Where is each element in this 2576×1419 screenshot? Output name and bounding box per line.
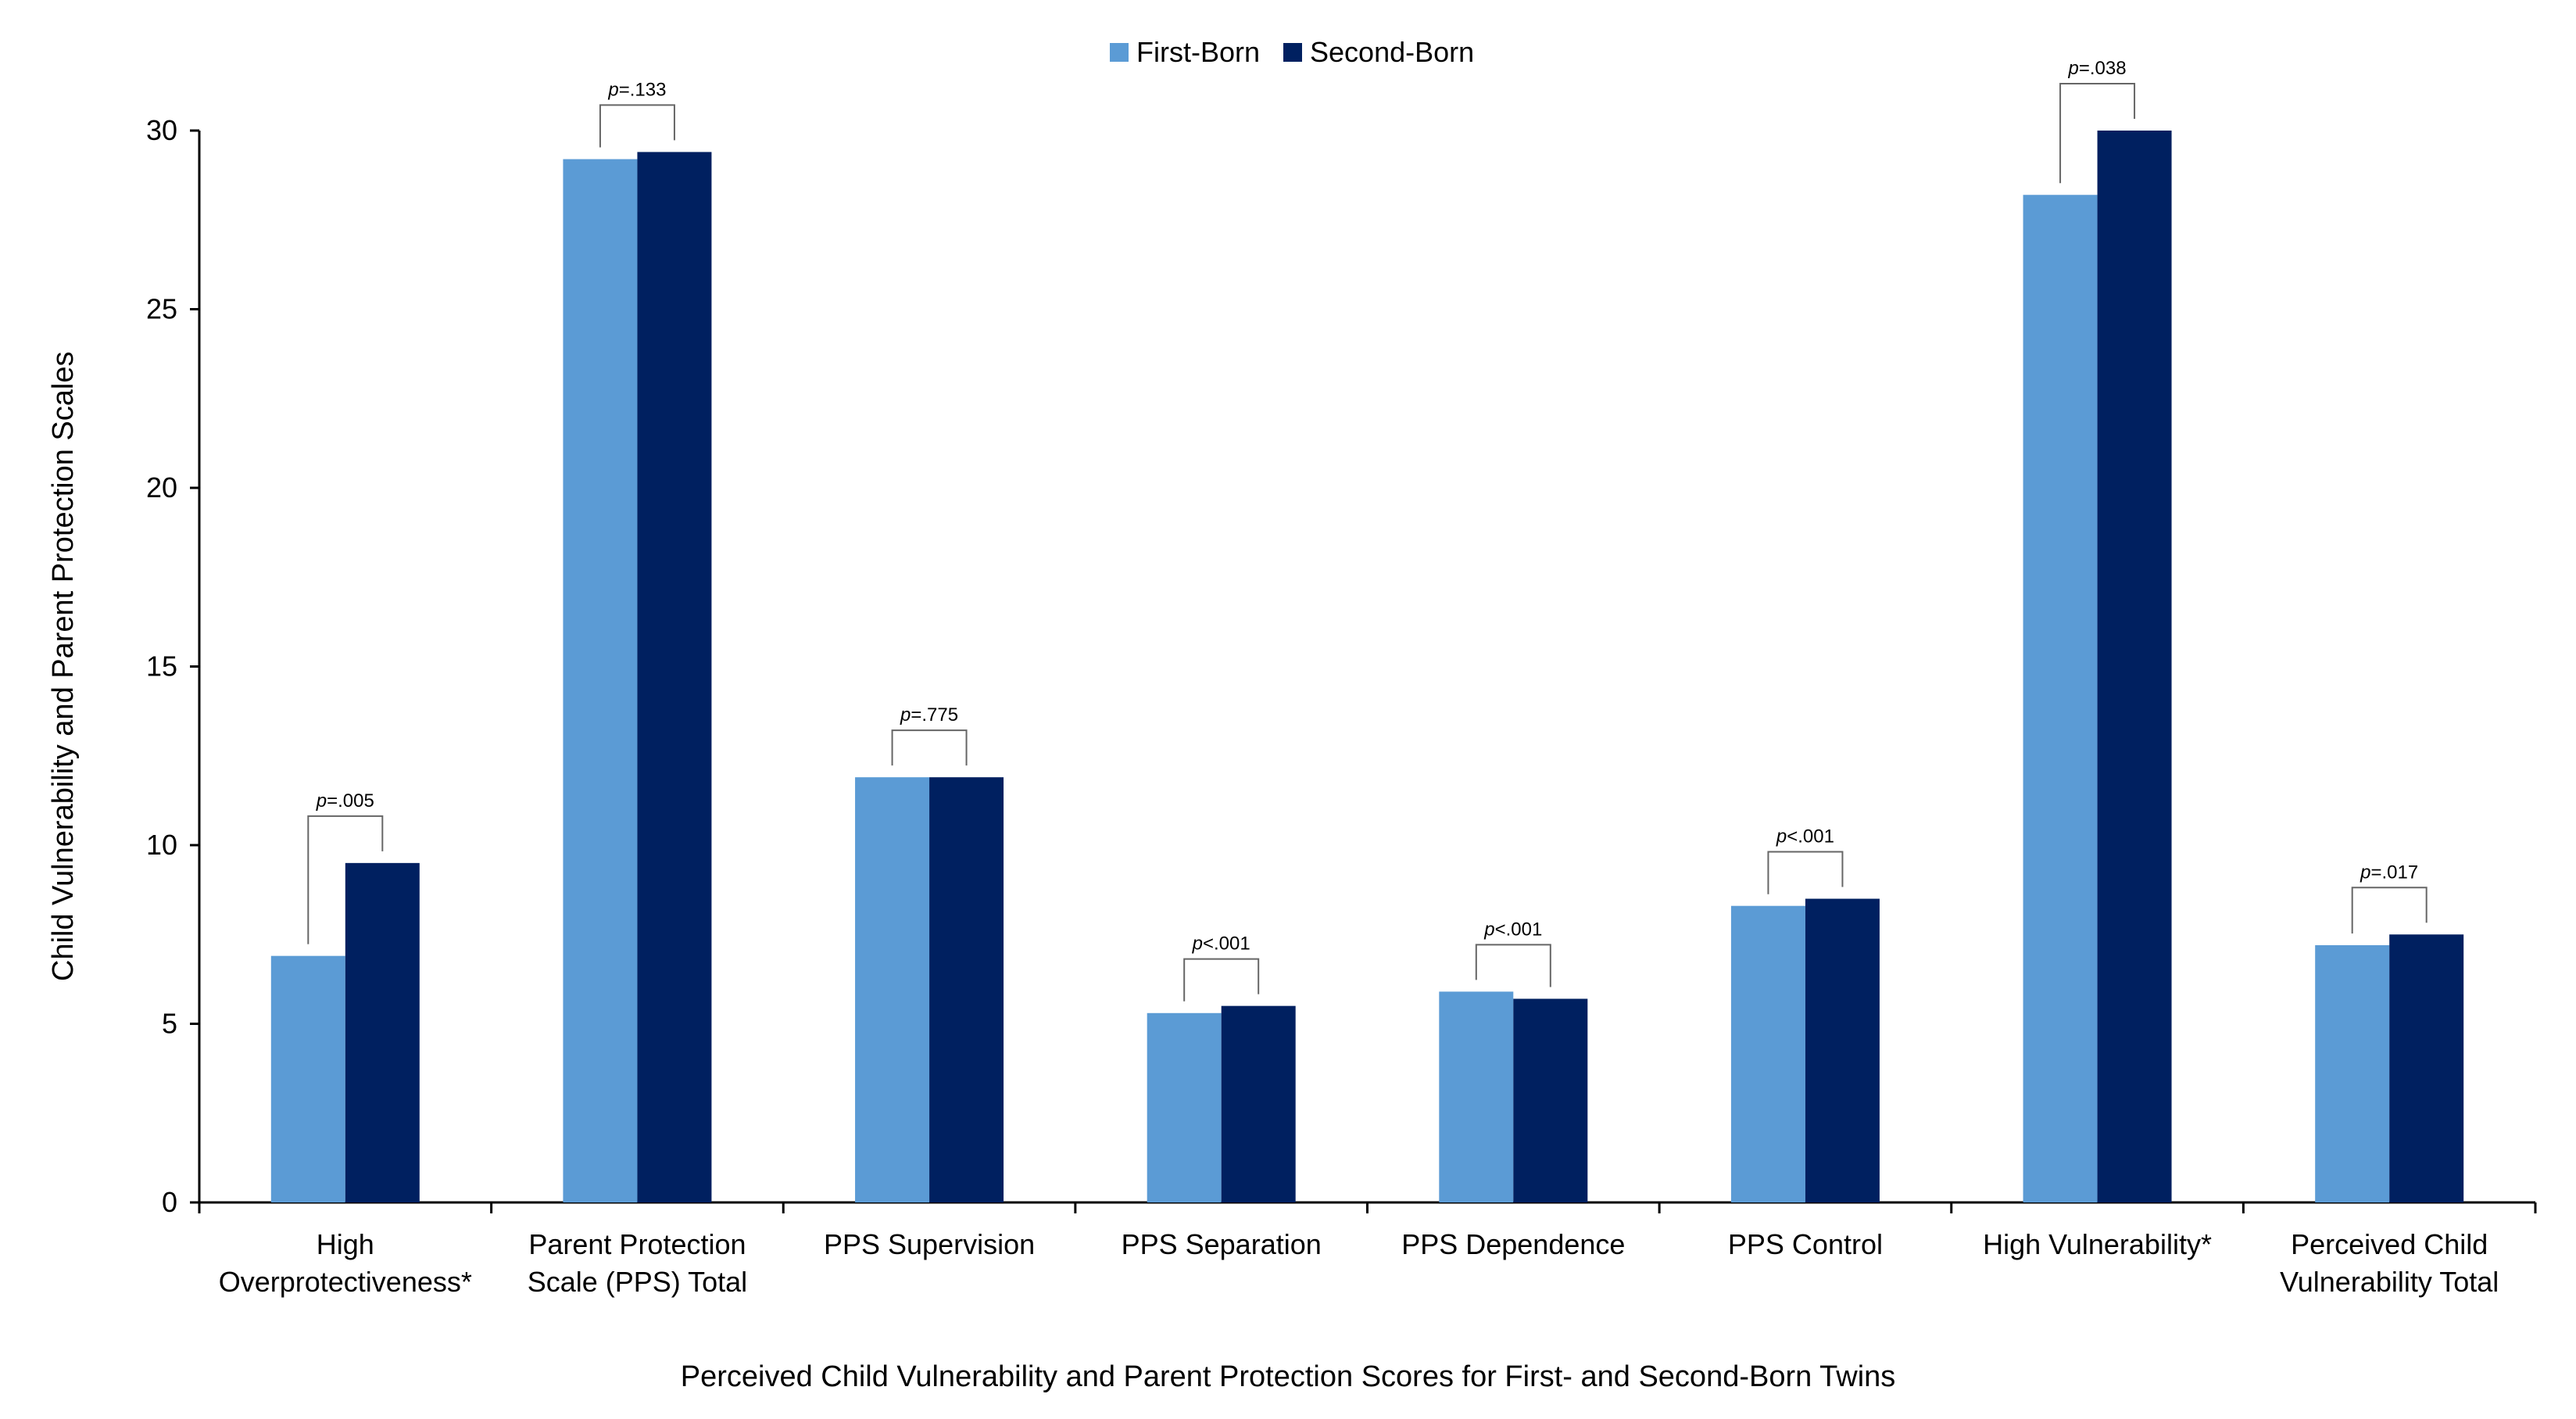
significance-bracket: p=.038: [2059, 58, 2136, 184]
bracket-line: [1475, 944, 1551, 987]
chart-legend: First-Born Second-Born: [1110, 33, 1497, 72]
bar-second-born: [345, 862, 420, 1202]
bar-first-born: [1147, 1012, 1222, 1202]
legend-item-first-born: First-Born: [1110, 36, 1260, 69]
y-tick-label: 20: [146, 471, 177, 503]
y-tick-label: 30: [146, 114, 177, 146]
bracket-line: [891, 729, 968, 766]
significance-bracket: p=.005: [307, 790, 384, 944]
x-axis-title: Perceived Child Vulnerability and Parent…: [680, 1360, 1896, 1393]
x-tick-label: Perceived Child Vulnerability Total: [2280, 1228, 2499, 1298]
bracket-line: [1767, 851, 1844, 894]
bar-second-born: [2389, 934, 2464, 1202]
x-tick-label: PPS Supervision: [824, 1228, 1035, 1260]
bar-second-born: [1221, 1005, 1296, 1202]
bar-second-born: [1805, 898, 1880, 1202]
bar-first-born: [855, 777, 930, 1202]
bracket-line: [307, 815, 384, 944]
x-tick-label: PPS Separation: [1122, 1228, 1322, 1260]
x-tick-label: PPS Dependence: [1401, 1228, 1625, 1260]
legend-item-second-born: Second-Born: [1283, 36, 1474, 69]
legend-label-first-born: First-Born: [1136, 36, 1261, 68]
y-tick-label: 0: [162, 1186, 177, 1218]
p-value-label: p=.133: [607, 79, 666, 100]
y-axis-title: Child Vulnerability and Parent Protectio…: [47, 351, 80, 982]
bar-first-born: [1439, 991, 1514, 1202]
bar-first-born: [2023, 195, 2098, 1202]
significance-bracket: p<.001: [1767, 826, 1844, 894]
significance-bracket: p<.001: [1183, 933, 1260, 1002]
p-value-label: p=.017: [2360, 862, 2418, 883]
bar-first-born: [1730, 905, 1805, 1202]
x-tick-label: PPS Control: [1728, 1228, 1883, 1260]
bar-second-born: [637, 152, 712, 1202]
x-tick-label: Parent Protection Scale (PPS) Total: [528, 1228, 747, 1298]
p-value-label: p=.775: [900, 704, 958, 726]
bar-second-born: [2097, 131, 2172, 1202]
bracket-line: [2059, 83, 2136, 184]
bracket-line: [1183, 958, 1260, 1002]
p-value-label: p<.001: [1776, 826, 1834, 847]
significance-bracket: p=.133: [599, 79, 675, 148]
bracket-line: [2351, 887, 2428, 933]
bar-first-born: [270, 955, 345, 1202]
p-value-label: p=.005: [316, 790, 374, 812]
bar-first-born: [2315, 944, 2390, 1202]
significance-bracket: p=.017: [2351, 862, 2428, 933]
p-value-label: p=.038: [2068, 58, 2127, 79]
significance-bracket: p=.775: [891, 704, 968, 766]
x-tick-label: High Overprotectiveness*: [219, 1228, 472, 1298]
bar-second-born: [929, 777, 1004, 1202]
legend-swatch-second-born: [1283, 43, 1303, 62]
p-value-label: p<.001: [1192, 933, 1250, 955]
y-tick-label: 5: [162, 1008, 177, 1040]
y-tick-label: 25: [146, 293, 177, 325]
legend-label-second-born: Second-Born: [1310, 36, 1475, 68]
p-value-label: p<.001: [1483, 919, 1542, 940]
y-tick-label: 15: [146, 650, 177, 683]
bar-first-born: [563, 159, 638, 1202]
y-tick-label: 10: [146, 829, 177, 861]
x-tick-label: High Vulnerability*: [1983, 1228, 2212, 1260]
significance-bracket: p<.001: [1475, 919, 1551, 987]
legend-swatch-first-born: [1110, 43, 1129, 62]
bar-second-born: [1513, 998, 1588, 1202]
bracket-line: [599, 104, 675, 148]
